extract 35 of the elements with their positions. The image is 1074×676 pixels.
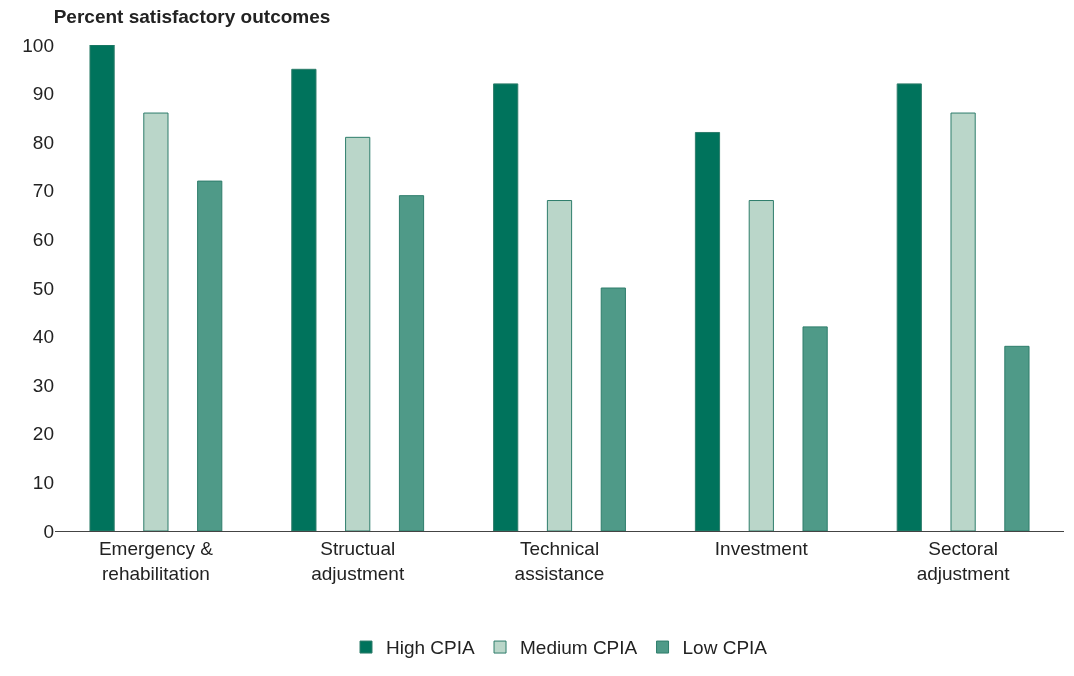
chart-title: Percent satisfactory outcomes	[53, 6, 331, 28]
x-tick-label: Emergency & rehabilitation	[98, 537, 214, 584]
legend-label: Medium CPIA	[520, 637, 638, 659]
legend-label: Low CPIA	[682, 637, 768, 659]
bar	[291, 68, 317, 531]
y-tick-label: 50	[32, 277, 54, 299]
bar	[1004, 345, 1030, 531]
x-tick-label: Sectoral adjustment	[916, 537, 1011, 584]
bar	[143, 112, 169, 531]
y-tick-label: 100	[22, 34, 54, 56]
legend-label: High CPIA	[386, 637, 476, 659]
bar	[600, 287, 626, 531]
bar	[802, 326, 828, 531]
bar	[546, 200, 573, 531]
bar	[398, 195, 425, 531]
x-tick-label: Investment	[714, 537, 809, 559]
x-tick-label: Technical assistance	[514, 537, 605, 584]
y-tick-label: 20	[32, 423, 54, 445]
y-tick-label: 0	[43, 520, 54, 542]
y-tick-label: 80	[32, 131, 54, 153]
bar	[748, 200, 774, 531]
bar	[694, 131, 721, 531]
y-tick-label: 60	[32, 229, 54, 251]
y-tick-label: 70	[32, 180, 54, 202]
bar	[89, 45, 115, 531]
bar	[345, 136, 371, 531]
y-tick-label: 30	[32, 374, 54, 396]
bar	[197, 180, 223, 531]
bar	[896, 83, 922, 531]
x-tick-label: Structual adjustment	[311, 537, 405, 584]
bar	[493, 83, 519, 531]
y-tick-label: 40	[32, 326, 54, 348]
y-tick-label: 10	[32, 472, 54, 494]
bar	[950, 112, 976, 531]
y-tick-label: 90	[32, 83, 54, 105]
